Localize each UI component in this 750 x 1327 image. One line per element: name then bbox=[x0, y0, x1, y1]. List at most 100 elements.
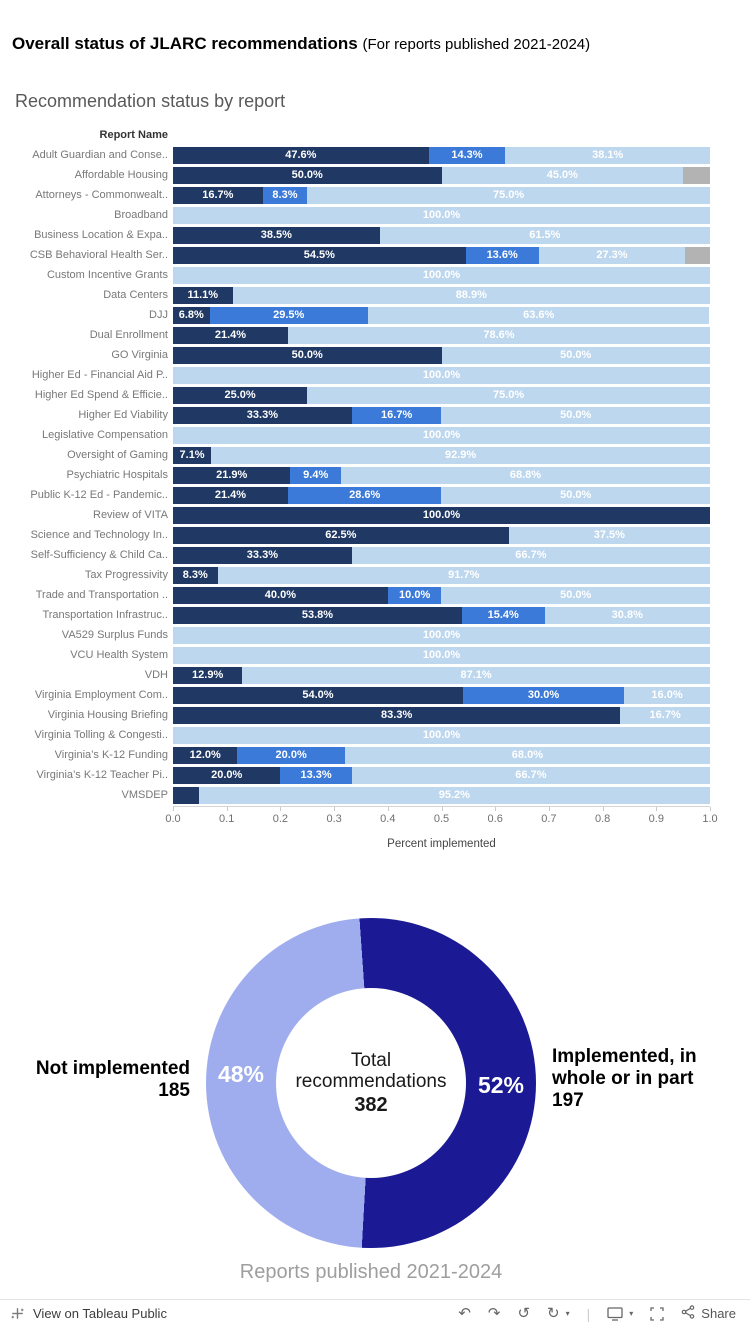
bar-segment-blue[interactable]: 16.7% bbox=[351, 406, 442, 424]
bar-segment-navy[interactable]: 16.7% bbox=[173, 186, 263, 204]
report-name-label[interactable]: Tax Progressivity bbox=[84, 569, 168, 581]
report-name-label[interactable]: Higher Ed Viability bbox=[78, 409, 168, 421]
bar-segment-blue[interactable]: 20.0% bbox=[237, 746, 345, 764]
report-name-label[interactable]: Self-Sufficiency & Child Ca.. bbox=[30, 549, 168, 561]
bar-segment-navy[interactable]: 33.3% bbox=[173, 406, 352, 424]
bar-segment-light[interactable]: 16.7% bbox=[620, 706, 710, 724]
bar-segment-light[interactable]: 66.7% bbox=[351, 546, 710, 564]
bar-segment-light[interactable]: 87.1% bbox=[242, 666, 710, 684]
bar-segment-navy[interactable]: 25.0% bbox=[173, 386, 308, 404]
report-name-label[interactable]: Oversight of Gaming bbox=[67, 449, 168, 461]
bar-segment-navy[interactable]: 54.0% bbox=[173, 686, 463, 704]
bar-segment-navy[interactable]: 7.1% bbox=[173, 446, 212, 464]
report-name-label[interactable]: VCU Health System bbox=[70, 649, 168, 661]
bar-segment-navy[interactable]: 83.3% bbox=[173, 706, 621, 724]
bar-segment-blue[interactable]: 30.0% bbox=[462, 686, 625, 704]
report-name-label[interactable]: Higher Ed Spend & Efficie.. bbox=[34, 389, 168, 401]
report-name-label[interactable]: Virginia Employment Com.. bbox=[34, 689, 168, 701]
bar-segment-light[interactable]: 61.5% bbox=[379, 226, 710, 244]
report-name-label[interactable]: Legislative Compensation bbox=[42, 429, 168, 441]
bar-segment-light[interactable]: 100.0% bbox=[173, 426, 710, 444]
share-button[interactable]: Share bbox=[681, 1305, 736, 1322]
redo-icon[interactable]: ↷ bbox=[487, 1305, 501, 1322]
bar-segment-light[interactable]: 16.0% bbox=[624, 686, 710, 704]
bar-segment-navy[interactable]: 8.3% bbox=[173, 566, 218, 584]
bar-segment-light[interactable]: 100.0% bbox=[173, 726, 710, 744]
bar-segment-navy[interactable]: 12.9% bbox=[173, 666, 243, 684]
bar-segment-light[interactable]: 50.0% bbox=[441, 346, 710, 364]
bar-segment-light[interactable]: 92.9% bbox=[211, 446, 710, 464]
bar-segment-blue[interactable]: 29.5% bbox=[209, 306, 368, 324]
donut-slice-label-not-implemented[interactable]: 48% bbox=[217, 1061, 265, 1087]
bar-segment-navy[interactable]: 50.0% bbox=[173, 166, 442, 184]
bar-segment-light[interactable]: 50.0% bbox=[441, 486, 710, 504]
report-name-label[interactable]: Affordable Housing bbox=[74, 169, 168, 181]
bar-segment-navy[interactable]: 6.8% bbox=[173, 306, 210, 324]
fullscreen-icon[interactable] bbox=[650, 1306, 664, 1321]
report-name-label[interactable]: Virginia’s K-12 Funding bbox=[54, 749, 168, 761]
bar-segment-navy[interactable]: 21.4% bbox=[173, 486, 288, 504]
bar-segment-blue[interactable]: 9.4% bbox=[290, 466, 341, 484]
bar-segment-navy[interactable]: 21.4% bbox=[173, 326, 288, 344]
undo-icon[interactable]: ↶ bbox=[458, 1305, 471, 1322]
bar-segment-navy[interactable]: 62.5% bbox=[173, 526, 509, 544]
bar-segment-light[interactable]: 63.6% bbox=[367, 306, 710, 324]
chevron-down-icon[interactable]: ▾ bbox=[565, 1309, 570, 1318]
report-name-label[interactable]: VMSDEP bbox=[121, 789, 168, 801]
bar-segment-navy[interactable] bbox=[173, 786, 199, 804]
bar-segment-light[interactable]: 45.0% bbox=[441, 166, 684, 184]
bar-segment-light[interactable]: 100.0% bbox=[173, 646, 710, 664]
report-name-label[interactable]: CSB Behavioral Health Ser.. bbox=[29, 249, 168, 261]
bar-segment-light[interactable]: 100.0% bbox=[173, 366, 710, 384]
report-name-label[interactable]: VDH bbox=[144, 669, 168, 681]
replay-icon[interactable]: ↺ bbox=[517, 1305, 531, 1322]
bar-segment-light[interactable]: 100.0% bbox=[173, 626, 710, 644]
bar-segment-navy[interactable]: 50.0% bbox=[173, 346, 442, 364]
bar-segment-light[interactable]: 78.6% bbox=[287, 326, 710, 344]
bar-segment-navy[interactable]: 33.3% bbox=[173, 546, 352, 564]
bar-segment-blue[interactable]: 13.6% bbox=[465, 246, 539, 264]
report-name-label[interactable]: Broadband bbox=[114, 209, 168, 221]
report-name-label[interactable]: DJJ bbox=[149, 309, 168, 321]
bar-segment-navy[interactable]: 11.1% bbox=[173, 286, 233, 304]
bar-segment-light[interactable]: 66.7% bbox=[351, 766, 710, 784]
bar-segment-light[interactable]: 88.9% bbox=[232, 286, 710, 304]
bar-segment-light[interactable]: 100.0% bbox=[173, 266, 710, 284]
bar-segment-blue[interactable]: 14.3% bbox=[428, 146, 506, 164]
bar-segment-blue[interactable]: 28.6% bbox=[287, 486, 442, 504]
bar-segment-light[interactable]: 68.8% bbox=[340, 466, 710, 484]
bar-segment-light[interactable]: 91.7% bbox=[217, 566, 710, 584]
report-name-label[interactable]: Virginia’s K-12 Teacher Pi.. bbox=[36, 769, 168, 781]
report-name-label[interactable]: Business Location & Expa.. bbox=[34, 229, 168, 241]
bar-segment-light[interactable]: 95.2% bbox=[198, 786, 710, 804]
report-name-label[interactable]: Custom Incentive Grants bbox=[46, 269, 168, 281]
bar-segment-navy[interactable]: 47.6% bbox=[173, 146, 429, 164]
report-name-label[interactable]: Science and Technology In.. bbox=[30, 529, 168, 541]
bar-segment-light[interactable]: 50.0% bbox=[441, 586, 710, 604]
device-layout-icon[interactable] bbox=[607, 1306, 623, 1321]
bar-segment-navy[interactable]: 40.0% bbox=[173, 586, 388, 604]
report-name-label[interactable]: Public K-12 Ed - Pandemic.. bbox=[30, 489, 168, 501]
bar-segment-light[interactable]: 100.0% bbox=[173, 206, 710, 224]
report-name-label[interactable]: Trade and Transportation .. bbox=[35, 589, 168, 601]
bar-segment-gray[interactable] bbox=[685, 246, 710, 264]
view-on-tableau-public-link[interactable]: View on Tableau Public bbox=[10, 1306, 167, 1321]
bar-segment-light[interactable]: 30.8% bbox=[544, 606, 710, 624]
report-name-label[interactable]: VA529 Surplus Funds bbox=[61, 629, 168, 641]
bar-segment-light[interactable]: 68.0% bbox=[344, 746, 710, 764]
bar-segment-light[interactable]: 75.0% bbox=[307, 186, 710, 204]
report-name-label[interactable]: Dual Enrollment bbox=[89, 329, 168, 341]
report-name-label[interactable]: Adult Guardian and Conse.. bbox=[32, 149, 168, 161]
report-name-label[interactable]: Higher Ed - Financial Aid P.. bbox=[31, 369, 168, 381]
bar-segment-navy[interactable]: 54.5% bbox=[173, 246, 466, 264]
bar-segment-blue[interactable]: 8.3% bbox=[262, 186, 308, 204]
report-name-label[interactable]: Data Centers bbox=[103, 289, 168, 301]
report-name-label[interactable]: Virginia Tolling & Congesti.. bbox=[34, 729, 168, 741]
bar-segment-navy[interactable]: 38.5% bbox=[173, 226, 380, 244]
bar-segment-navy[interactable]: 20.0% bbox=[173, 766, 281, 784]
report-name-label[interactable]: Review of VITA bbox=[93, 509, 168, 521]
refresh-icon[interactable]: ↻ bbox=[547, 1305, 560, 1322]
donut-slice-label-implemented[interactable]: 52% bbox=[477, 1072, 525, 1098]
report-name-column-header[interactable]: Report Name bbox=[99, 129, 168, 141]
bar-segment-navy[interactable]: 53.8% bbox=[173, 606, 462, 624]
